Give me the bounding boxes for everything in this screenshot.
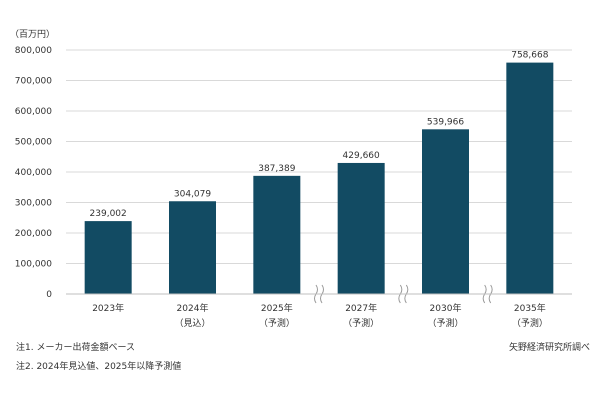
x-tick-label: 2027年 [345,302,377,314]
y-tick-label: 0 [46,290,52,300]
y-tick-label: 800,000 [15,46,52,56]
y-axis-unit-label: （百万円） [10,29,55,40]
bars [84,62,554,294]
y-tick-label: 100,000 [15,260,52,270]
x-tick-label: 2025年 [261,302,293,314]
data-label: 387,389 [258,164,295,174]
bar [337,162,385,294]
x-tick-sublabel: （予測） [427,317,463,329]
footnote-1: 注1. メーカー出荷金額ベース [16,343,135,353]
grid [66,49,572,264]
y-tick-label: 200,000 [15,229,52,239]
bar [253,175,301,294]
x-tick-label: 2030年 [430,302,462,314]
data-label: 239,002 [90,209,127,219]
y-tick-label: 400,000 [15,168,52,178]
x-tick-sublabel: （予測） [343,317,379,329]
data-label: 539,966 [427,117,464,127]
x-tick-label: 2024年 [177,302,209,314]
data-labels: 239,002 304,079 387,389 429,660 539,966 758,6… [90,51,549,219]
bar [506,62,554,294]
data-label: 304,079 [174,189,211,199]
data-label: 758,668 [511,51,548,61]
x-tick-sublabel: （予測） [259,317,295,329]
y-tick-label: 500,000 [15,138,52,148]
footnote-2: 注2. 2024年見込値、2025年以降予測値 [16,362,182,372]
bar [84,221,132,294]
data-label: 429,660 [343,151,380,161]
y-tick-label: 700,000 [15,77,52,87]
x-axis-ticks: 2023年 2024年 （見込） 2025年 （予測） 2027年 （予測） 2030年 （予測… [92,302,548,329]
bar [169,201,216,294]
y-axis-ticks: 0 100,000 200,000 300,000 400,000 500,000 600,… [15,46,52,300]
bar [422,129,469,294]
x-tick-label: 2035年 [514,302,546,314]
x-tick-sublabel: （予測） [512,317,548,329]
x-tick-sublabel: （見込） [174,318,210,329]
x-tick-label: 2023年 [92,302,124,314]
source-credit: 矢野経済研究所調べ [508,343,590,353]
y-tick-label: 300,000 [15,199,52,209]
y-tick-label: 600,000 [15,107,52,117]
